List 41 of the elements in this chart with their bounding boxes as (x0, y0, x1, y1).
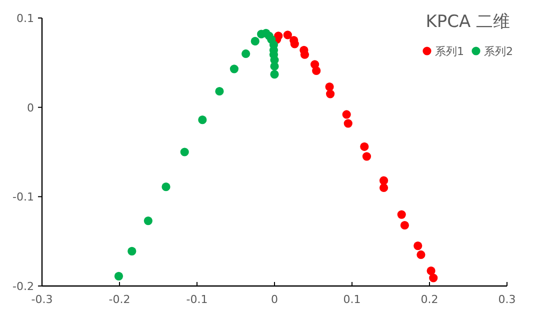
y-tick-label: -0.2 (12, 280, 34, 293)
point (250, 36, 260, 46)
point (326, 90, 335, 98)
x-tick-label: 0.3 (498, 293, 516, 306)
chart-title: KPCA 二维 (426, 12, 510, 32)
x-tick-label: -0.2 (108, 293, 130, 306)
point (344, 119, 352, 128)
point (180, 148, 189, 156)
point (198, 116, 207, 124)
x-tick-label: -0.1 (186, 293, 208, 306)
legend-label: 系列1 (435, 45, 464, 58)
point (400, 220, 409, 230)
point (429, 274, 438, 282)
point (397, 210, 406, 219)
x-tick-label: -0.3 (31, 293, 53, 306)
point (128, 246, 136, 256)
x-tick-label: 0.1 (343, 293, 361, 306)
point (342, 110, 351, 119)
point (312, 66, 321, 76)
point (215, 86, 224, 96)
point (114, 272, 124, 280)
x-tick-label: 0.2 (420, 293, 438, 306)
y-tick-label: 0 (27, 101, 34, 114)
point (144, 216, 152, 226)
point (360, 142, 369, 151)
point (162, 182, 170, 192)
point (270, 70, 279, 79)
point (379, 176, 388, 185)
point (362, 152, 372, 161)
point (426, 266, 436, 276)
y-tick-label: 0.1 (16, 12, 34, 25)
point (230, 64, 238, 74)
y-tick-label: -0.1 (12, 190, 34, 204)
point (325, 82, 334, 92)
legend-label: 系列2 (484, 45, 513, 58)
point (416, 250, 426, 260)
point (414, 242, 422, 250)
x-tick-label: 0 (271, 293, 278, 306)
point (379, 183, 388, 192)
point (283, 30, 292, 40)
point (242, 49, 250, 58)
